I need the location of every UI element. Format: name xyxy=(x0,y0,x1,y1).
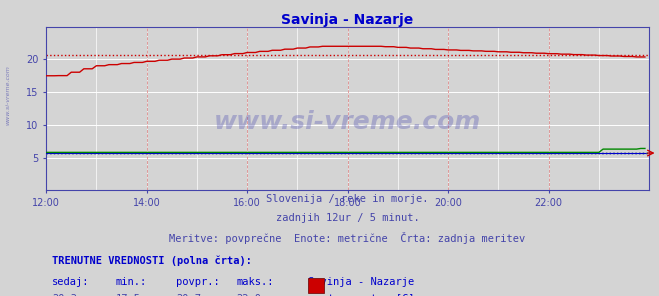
Text: povpr.:: povpr.: xyxy=(176,277,219,287)
Text: www.si-vreme.com: www.si-vreme.com xyxy=(5,65,11,125)
Text: temperatura[C]: temperatura[C] xyxy=(328,294,415,296)
Text: 20,7: 20,7 xyxy=(176,294,201,296)
Text: sedaj:: sedaj: xyxy=(52,277,90,287)
Title: Savinja - Nazarje: Savinja - Nazarje xyxy=(281,13,414,27)
Text: 17,5: 17,5 xyxy=(115,294,140,296)
Text: Meritve: povprečne  Enote: metrične  Črta: zadnja meritev: Meritve: povprečne Enote: metrične Črta:… xyxy=(169,231,526,244)
Text: TRENUTNE VREDNOSTI (polna črta):: TRENUTNE VREDNOSTI (polna črta): xyxy=(52,256,252,266)
Text: Savinja - Nazarje: Savinja - Nazarje xyxy=(308,277,415,287)
Text: www.si-vreme.com: www.si-vreme.com xyxy=(214,110,481,133)
Text: 20,3: 20,3 xyxy=(52,294,77,296)
Text: Slovenija / reke in morje.: Slovenija / reke in morje. xyxy=(266,194,429,204)
Text: maks.:: maks.: xyxy=(236,277,273,287)
Text: 22,0: 22,0 xyxy=(236,294,261,296)
Text: zadnjih 12ur / 5 minut.: zadnjih 12ur / 5 minut. xyxy=(275,213,420,223)
Bar xyxy=(308,278,324,293)
Text: min.:: min.: xyxy=(115,277,147,287)
